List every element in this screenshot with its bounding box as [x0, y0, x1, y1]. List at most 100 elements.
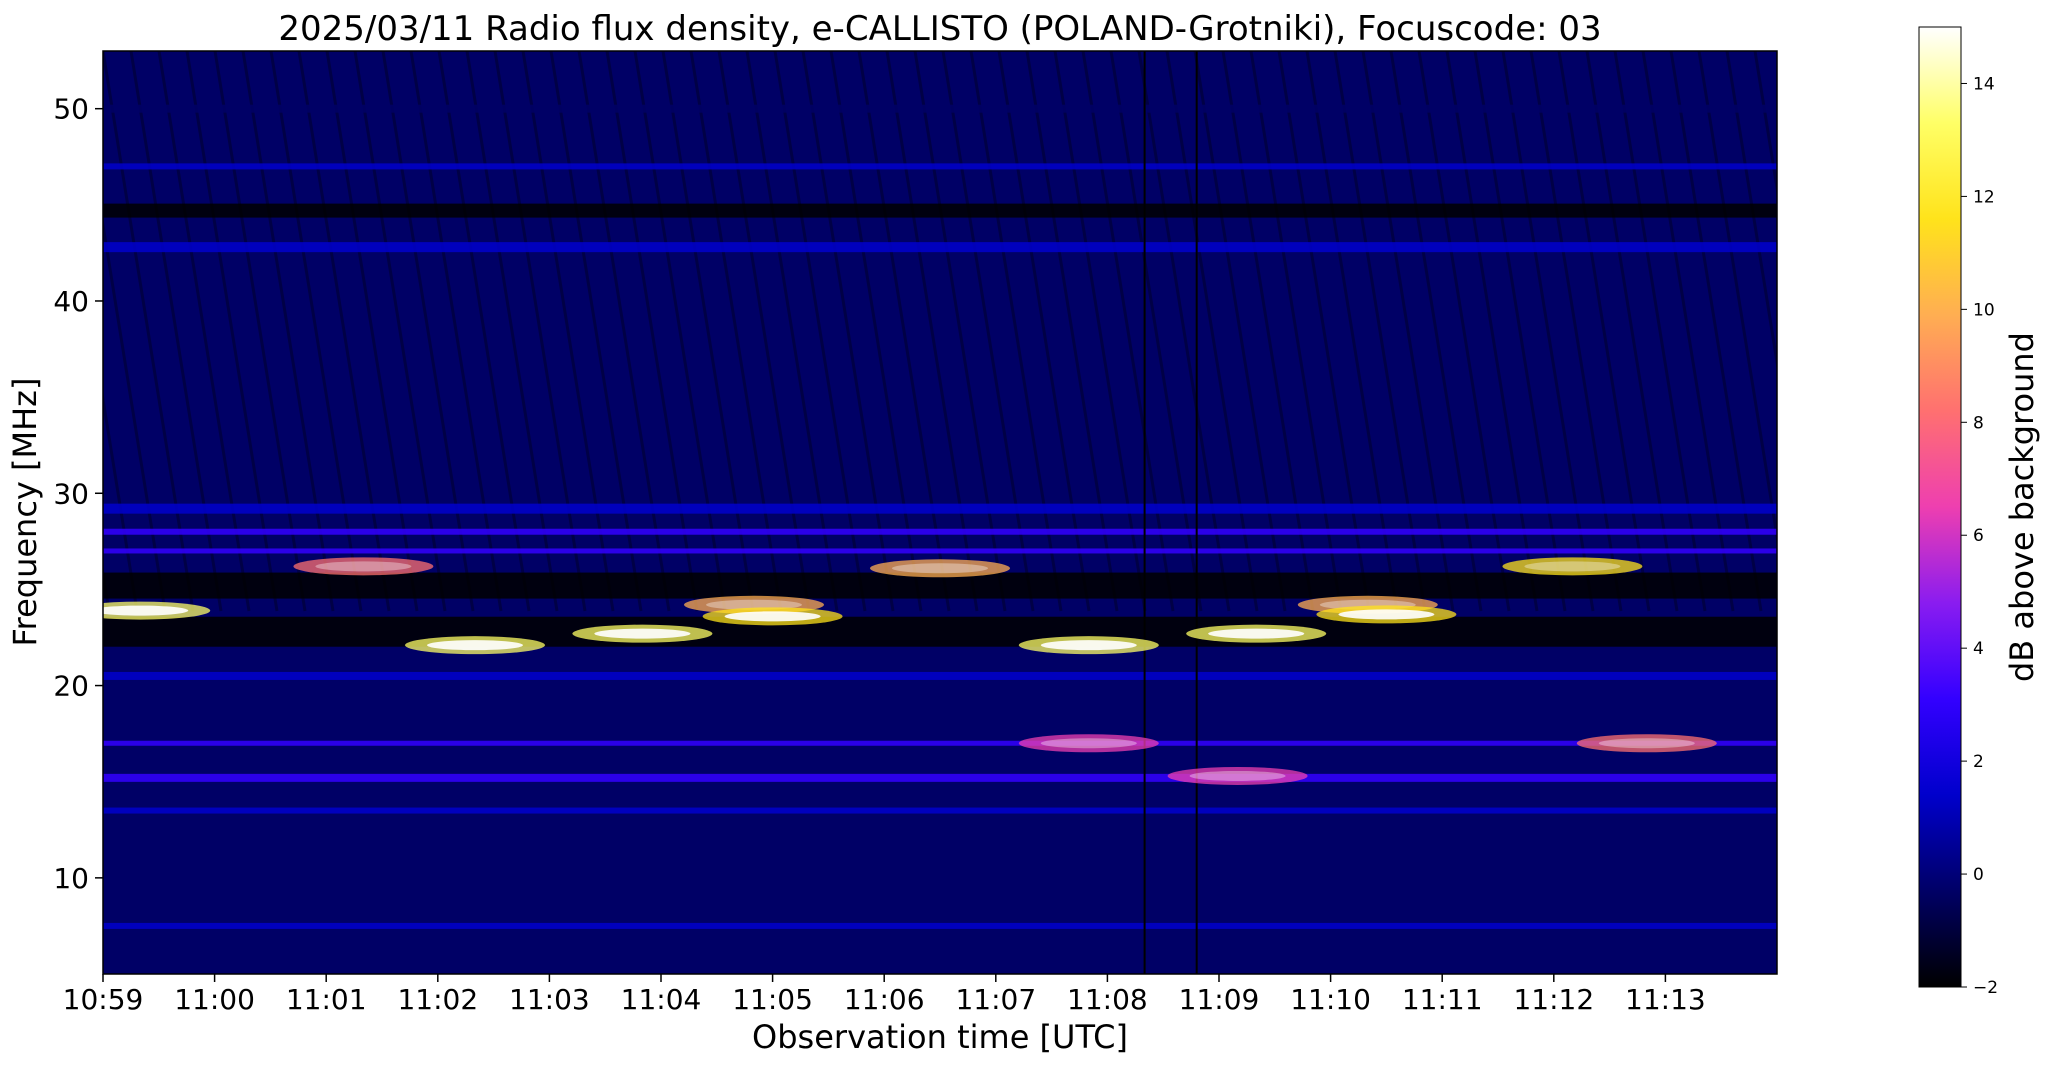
texture-stripe	[1783, 51, 1873, 611]
emission-band	[103, 922, 1777, 929]
texture-stripe	[465, 51, 559, 612]
texture-stripe	[297, 51, 391, 612]
texture-stripe	[1697, 51, 1777, 546]
texture-stripe	[1221, 51, 1315, 612]
texture-stripe	[661, 51, 755, 612]
burst-feature-core	[1040, 640, 1137, 651]
emission-band	[103, 528, 1777, 535]
texture-stripe	[103, 51, 195, 612]
plot-area	[103, 51, 1873, 974]
x-tick-label: 11:06	[844, 983, 925, 1016]
x-axis: 10:59 11:00 11:01 11:02 11:03 11:04 11:05 11:06…	[63, 974, 1706, 1016]
burst-feature	[870, 559, 1010, 578]
colorbar-tick-label: 6	[1973, 526, 1984, 546]
emission-band	[103, 807, 1777, 814]
x-tick-label: 10:59	[63, 983, 144, 1016]
y-axis-label: Frequency [MHz]	[6, 378, 44, 647]
y-tick-label: 30	[53, 477, 89, 510]
texture-stripe	[1473, 51, 1567, 612]
texture-stripe	[997, 51, 1091, 612]
x-tick-label: 11:08	[1067, 983, 1148, 1016]
texture-stripe	[1137, 51, 1231, 612]
texture-stripe	[1165, 51, 1259, 612]
texture-stripe	[1641, 51, 1735, 612]
texture-stripe	[1333, 51, 1427, 612]
emission-band	[103, 671, 1777, 680]
y-axis: 10 20 30 40 50	[53, 93, 103, 895]
x-tick-label: 11:05	[732, 983, 813, 1016]
texture-stripe	[241, 51, 335, 612]
texture-stripe	[1557, 51, 1651, 612]
texture-stripe	[829, 51, 923, 612]
texture-stripe	[1025, 51, 1119, 612]
burst-feature	[1018, 734, 1159, 753]
texture-stripe	[801, 51, 895, 612]
burst-feature-core	[315, 561, 412, 572]
colorbar-tick-label: 12	[1973, 187, 1995, 207]
texture-stripe	[549, 51, 643, 612]
x-tick-label: 11:11	[1402, 983, 1483, 1016]
texture-stripe	[381, 51, 475, 612]
texture-stripe	[437, 51, 531, 612]
texture-stripe	[185, 51, 279, 612]
texture-stripe	[773, 51, 867, 612]
burst-feature-core	[1598, 738, 1695, 749]
texture-stripe	[1501, 51, 1595, 612]
x-tick-label: 11:10	[1290, 983, 1371, 1016]
colorbar: −2 0 2 4 6 8 10 12 14 dB above background	[1918, 26, 2041, 998]
colorbar-tick-label: 10	[1973, 300, 1995, 320]
emission-bands	[103, 104, 1777, 929]
x-tick-label: 11:02	[397, 983, 478, 1016]
texture-stripe	[269, 51, 363, 612]
burst-feature-core	[892, 563, 988, 574]
texture-stripe	[1753, 51, 1777, 198]
emission-band	[103, 773, 1777, 782]
texture-stripe	[1053, 51, 1147, 612]
texture-stripe	[353, 51, 447, 612]
texture-stripe	[1193, 51, 1287, 612]
bright-features	[103, 557, 1717, 785]
burst-feature-core	[1189, 770, 1286, 781]
burst-feature-core	[1208, 628, 1305, 639]
x-tick-label: 11:03	[509, 983, 590, 1016]
texture-stripe	[633, 51, 727, 612]
texture-stripe	[857, 51, 951, 612]
texture-stripe	[1669, 51, 1763, 612]
texture-stripe	[1109, 51, 1203, 612]
colorbar-tick-label: −2	[1973, 978, 1998, 998]
texture-stripe	[941, 51, 1035, 612]
burst-feature	[293, 557, 434, 576]
texture-stripe	[1725, 51, 1777, 372]
y-tick-label: 20	[53, 670, 89, 703]
colorbar-tick-label: 2	[1973, 752, 1984, 772]
colorbar-body	[1918, 26, 1962, 988]
colorbar-tick-label: 14	[1973, 74, 1995, 94]
burst-feature	[1576, 734, 1717, 753]
texture-stripe	[325, 51, 419, 612]
burst-feature-core	[1040, 738, 1137, 749]
plot-frame	[102, 50, 1778, 975]
colorbar-ticks: −2 0 2 4 6 8 10 12 14	[1961, 74, 1998, 998]
texture-stripe	[1277, 51, 1371, 612]
texture-stripe	[1585, 51, 1679, 612]
texture-stripe	[103, 389, 139, 612]
burst-feature	[1167, 766, 1308, 785]
burst-feature	[1502, 557, 1643, 576]
x-tick-label: 11:07	[955, 983, 1036, 1016]
texture-stripe	[885, 51, 979, 612]
texture-stripe	[1417, 51, 1511, 612]
y-tick-label: 10	[53, 862, 89, 895]
y-tick-label: 50	[53, 93, 89, 126]
x-tick-label: 11:04	[621, 983, 702, 1016]
x-tick-label: 11:12	[1513, 983, 1594, 1016]
emission-band	[103, 503, 1777, 514]
colorbar-tick-label: 8	[1973, 413, 1984, 433]
texture-stripe	[521, 51, 615, 612]
texture-stripe	[409, 51, 503, 612]
texture-stripe	[577, 51, 671, 612]
burst-feature-core	[724, 611, 821, 622]
chart-title: 2025/03/11 Radio flux density, e-CALLIST…	[278, 9, 1601, 49]
texture-stripe	[213, 51, 307, 612]
texture-stripe	[745, 51, 839, 612]
